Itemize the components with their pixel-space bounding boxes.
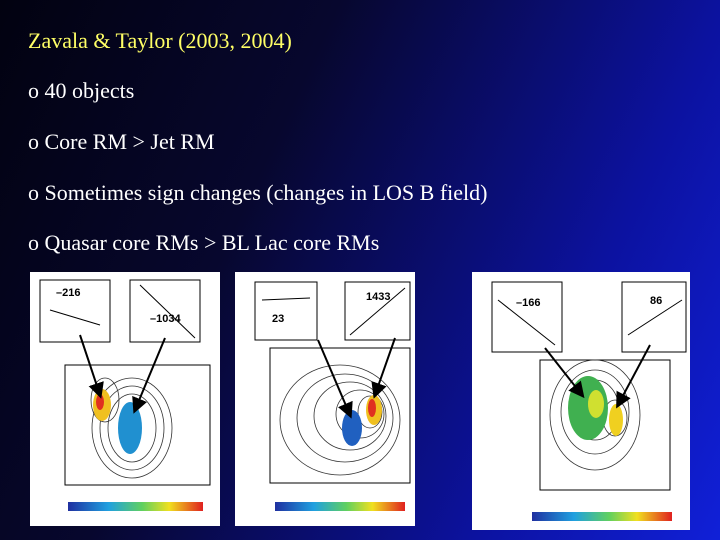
figure: 23 1433 bbox=[235, 272, 415, 526]
arrow bbox=[371, 337, 396, 399]
inset bbox=[254, 281, 318, 341]
colorbar bbox=[532, 512, 672, 521]
fit-line bbox=[497, 299, 556, 346]
rm-label: 86 bbox=[650, 295, 662, 307]
arrow bbox=[317, 339, 353, 419]
fit-line bbox=[139, 284, 196, 339]
fit-line bbox=[49, 309, 101, 326]
bullet: o Quasar core RMs > BL Lac core RMs bbox=[28, 230, 380, 255]
arrow bbox=[544, 347, 585, 399]
fit-line bbox=[349, 287, 406, 336]
slide-title: Zavala & Taylor (2003, 2004) bbox=[28, 28, 292, 53]
rm-blob bbox=[118, 402, 142, 454]
fit-line bbox=[261, 297, 311, 301]
rm-label: –1034 bbox=[150, 313, 181, 325]
rm-label: 1433 bbox=[366, 291, 390, 303]
bullet: o Sometimes sign changes (changes in LOS… bbox=[28, 180, 488, 205]
inset bbox=[129, 279, 201, 343]
map-frame bbox=[269, 347, 411, 484]
bullet: o Core RM > Jet RM bbox=[28, 129, 215, 154]
inset bbox=[39, 279, 111, 343]
rm-blob bbox=[368, 399, 376, 417]
figure-bg bbox=[235, 272, 415, 526]
map-frame bbox=[64, 364, 211, 486]
arrow bbox=[132, 337, 166, 414]
map-frame bbox=[539, 359, 671, 491]
rm-blob bbox=[342, 410, 362, 446]
figure-bg bbox=[30, 272, 220, 526]
contours bbox=[90, 377, 173, 479]
inset bbox=[344, 281, 411, 341]
figure: –166 86 bbox=[472, 272, 690, 530]
rm-blob bbox=[96, 394, 104, 410]
fit-line bbox=[627, 299, 683, 336]
rm-label: 23 bbox=[272, 313, 284, 325]
inset bbox=[621, 281, 687, 353]
arrow bbox=[616, 344, 651, 409]
bullet: o 40 objects bbox=[28, 78, 135, 103]
figure: –216 –1034 bbox=[30, 272, 220, 526]
rm-label: –216 bbox=[56, 287, 80, 299]
rm-label: –166 bbox=[516, 297, 540, 309]
arrow bbox=[79, 334, 104, 399]
colorbar bbox=[275, 502, 405, 511]
inset bbox=[491, 281, 563, 353]
rm-blob bbox=[588, 390, 604, 418]
rm-blob bbox=[609, 404, 623, 436]
colorbar bbox=[68, 502, 203, 511]
